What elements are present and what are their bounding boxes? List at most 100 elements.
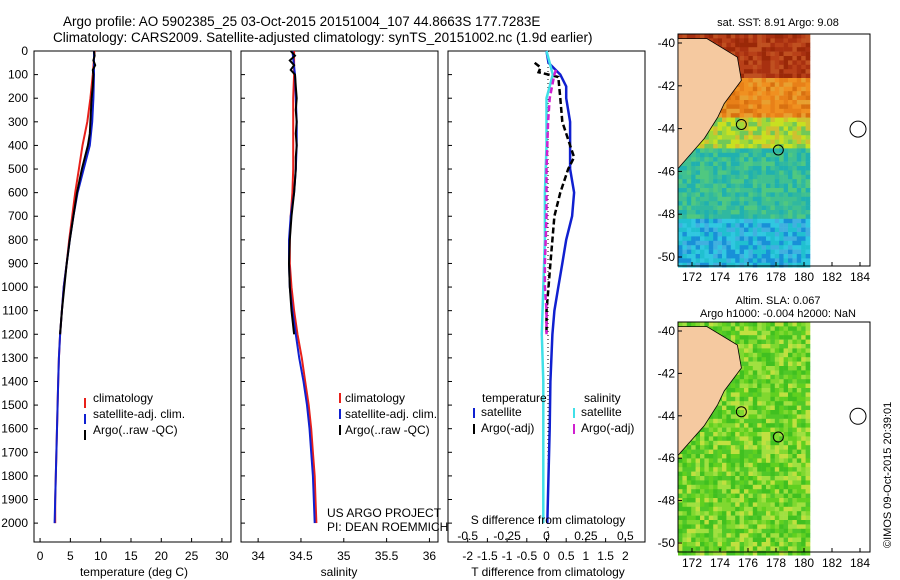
legend-t-satellite: satellite [481,405,522,419]
map-cell [805,489,811,494]
map-cell [766,196,771,202]
map-cell [748,108,754,114]
map-cell [700,537,705,543]
map-cell [717,188,723,193]
map-cell [726,467,732,472]
map-cell [774,498,780,503]
map-cell [796,47,802,52]
map-cell [805,546,811,552]
map-cell [691,188,696,193]
map-cell [739,223,745,228]
map-cell [682,484,688,490]
map-cell [783,34,789,39]
map-cell [735,388,740,393]
map-cell [717,249,723,255]
map-cell [722,392,727,398]
map-cell [779,418,784,424]
map-cell [700,542,705,547]
map-cell [779,192,784,198]
map-cell [704,218,710,224]
map-cell [713,157,718,162]
map-cell [748,361,754,367]
map-cell [713,440,718,446]
legend-argo: Argo(..raw -QC) [345,423,430,437]
map-cell [739,449,745,455]
temperature-panel: 0 5 10 15 20 25 30 temperature (deg C) climato… [33,50,232,579]
map-cell [761,170,767,176]
map-cell [726,139,732,145]
map-cell [801,144,806,149]
map-cell [792,205,798,211]
map-cell [788,388,793,393]
map-cell [700,520,705,525]
map-cell [761,91,767,96]
map-cell [700,174,705,180]
map-cell [761,192,767,198]
map-cell [722,423,727,428]
map-cell [739,436,745,442]
map-cell [757,64,762,70]
map-cell [761,471,767,477]
map-cell [704,506,710,512]
map-cell [722,262,727,268]
map-cell [788,414,793,420]
map-cell [788,249,793,255]
map-cell [788,47,793,52]
map-cell [757,388,762,393]
map-cell [695,449,701,455]
map-cell [726,254,732,259]
map-cell [757,440,762,446]
map-cell [739,383,745,389]
map-cell [788,232,793,237]
map-cell [717,232,723,237]
map-cell [695,550,701,556]
map-cell [744,339,749,345]
map-cell [748,383,754,389]
map-cell [700,139,705,145]
map-cell [730,436,736,442]
map-cell [779,339,784,345]
map-cell [682,214,688,220]
map-cell [774,86,780,92]
map-cell [779,330,784,336]
map-cell [796,108,802,114]
map-cell [717,126,723,132]
map-cell [717,542,723,547]
map-cell [792,506,798,512]
map-cell [757,170,762,176]
map-cell [726,515,732,521]
map-cell [682,515,688,521]
map-cell [700,196,705,202]
map-cell [682,467,688,472]
map-cell [774,410,780,415]
map-cell [801,56,806,61]
map-cell [735,262,740,268]
map-cell [761,405,767,411]
map-cell [796,86,802,92]
map-cell [805,192,811,198]
map-cell [700,179,705,184]
map-cell [766,73,771,79]
map-cell [805,480,811,486]
map-cell [779,148,784,154]
map-cell [757,357,762,362]
map-cell [713,122,718,127]
map-cell [788,374,793,380]
map-cell [770,361,776,367]
map-cell [752,78,758,83]
map-cell [726,126,732,132]
map-cell [735,427,740,433]
map-cell [726,502,732,508]
map-cell [805,174,811,180]
map-cell [739,458,745,464]
map-cell [730,502,736,508]
map-cell [792,511,798,516]
map-cell [752,335,758,340]
map-cell [796,183,802,189]
map-cell [748,515,754,521]
map-cell [695,152,701,158]
map-cell [774,113,780,118]
map-cell [704,205,710,211]
map-cell [726,152,732,158]
map-cell [708,144,714,149]
